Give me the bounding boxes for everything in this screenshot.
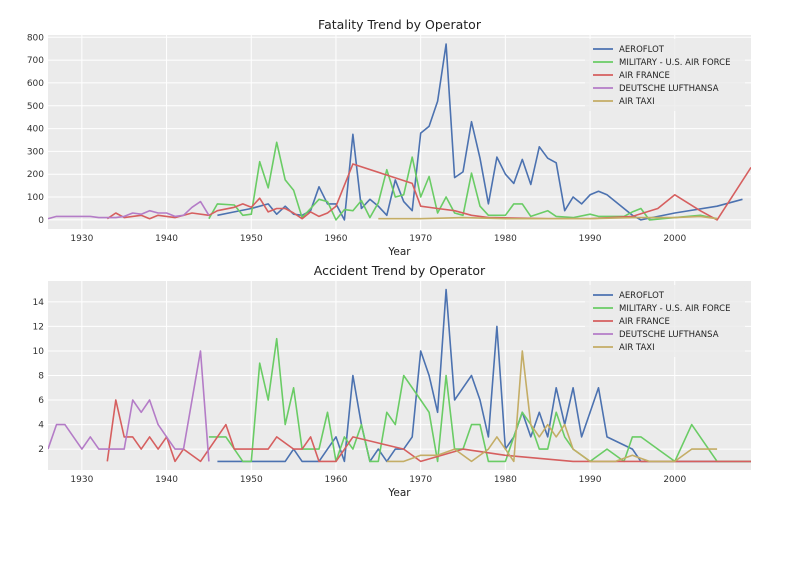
legend-label: AEROFLOT: [619, 45, 665, 55]
chart-title: Fatality Trend by Operator: [318, 17, 482, 32]
x-tick-label: 1950: [240, 234, 263, 244]
x-tick-label: 1980: [494, 475, 517, 485]
x-tick-label: 1990: [579, 475, 602, 485]
series-line-air-taxi: [378, 215, 718, 220]
x-tick-label: 2000: [663, 475, 686, 485]
x-axis-label: Year: [387, 246, 411, 258]
series-line-aeroflot: [217, 288, 751, 463]
chart-1: 0 100 200 300 400 500 600 700 800 1930 1940 1950 196…: [27, 17, 751, 258]
series-line-deutsche-lufthansa: [48, 350, 210, 462]
y-tick-label: 100: [27, 193, 44, 203]
legend-label: DEUTSCHE LUFTHANSA: [619, 84, 719, 94]
x-tick-label: 2000: [663, 234, 686, 244]
legend-label: MILITARY - U.S. AIR FORCE: [619, 58, 730, 68]
x-axis-label: Year: [387, 487, 411, 499]
y-tick-label: 6: [38, 396, 44, 406]
legend-label: AEROFLOT: [619, 291, 665, 301]
y-tick-label: 500: [27, 102, 44, 112]
x-tick-label: 1930: [70, 475, 93, 485]
legend-label: AIR FRANCE: [619, 317, 670, 327]
x-tick-label: 1990: [579, 234, 602, 244]
gridlines: [48, 35, 751, 229]
series-lines: [48, 288, 751, 463]
legend-box: [585, 39, 745, 111]
y-tick-label: 14: [33, 298, 45, 308]
series-line-deutsche-lufthansa: [48, 200, 210, 220]
x-tick-label: 1940: [155, 475, 178, 485]
x-tick-label: 1930: [70, 234, 93, 244]
y-tick-label: 200: [27, 170, 44, 180]
legend-label: MILITARY - U.S. AIR FORCE: [619, 304, 730, 314]
y-tick-label: 4: [38, 421, 44, 431]
y-tick-label: 12: [33, 322, 44, 332]
legend: AEROFLOT MILITARY - U.S. AIR FORCE AIR FRA…: [585, 39, 745, 111]
x-tick-label: 1960: [325, 234, 348, 244]
x-tick-label: 1980: [494, 234, 517, 244]
x-tick-label: 1970: [409, 475, 432, 485]
legend: AEROFLOT MILITARY - U.S. AIR FORCE AIR FRA…: [585, 285, 745, 357]
series-line-military-u-s-air-force: [208, 337, 751, 463]
legend-label: AIR FRANCE: [619, 71, 670, 81]
legend-box: [585, 285, 745, 357]
x-tick-label: 1950: [240, 475, 263, 485]
x-tick-label: 1960: [325, 475, 348, 485]
y-tick-label: 300: [27, 147, 44, 157]
x-tick-label: 1970: [409, 234, 432, 244]
series-lines: [48, 43, 751, 221]
series-line-military-u-s-air-force: [208, 141, 718, 221]
y-tick-label: 10: [33, 347, 45, 357]
y-tick-label: 700: [27, 56, 44, 66]
y-tick-label: 8: [38, 372, 44, 382]
y-tick-label: 600: [27, 79, 44, 89]
legend-label: AIR TAXI: [619, 97, 655, 107]
y-tick-label: 0: [38, 216, 44, 226]
series-line-air-taxi: [386, 350, 718, 463]
y-tick-label: 2: [38, 445, 44, 455]
chart-title: Accident Trend by Operator: [314, 263, 486, 278]
chart-2: 2 4 6 8 10 12 14 1930 1940 1950 1960 1970 1980 1990 20…: [33, 263, 751, 499]
x-tick-label: 1940: [155, 234, 178, 244]
y-tick-label: 800: [27, 33, 44, 43]
legend-label: AIR TAXI: [619, 343, 655, 353]
gridlines: [48, 281, 751, 470]
legend-label: DEUTSCHE LUFTHANSA: [619, 330, 719, 340]
y-tick-label: 400: [27, 125, 44, 135]
